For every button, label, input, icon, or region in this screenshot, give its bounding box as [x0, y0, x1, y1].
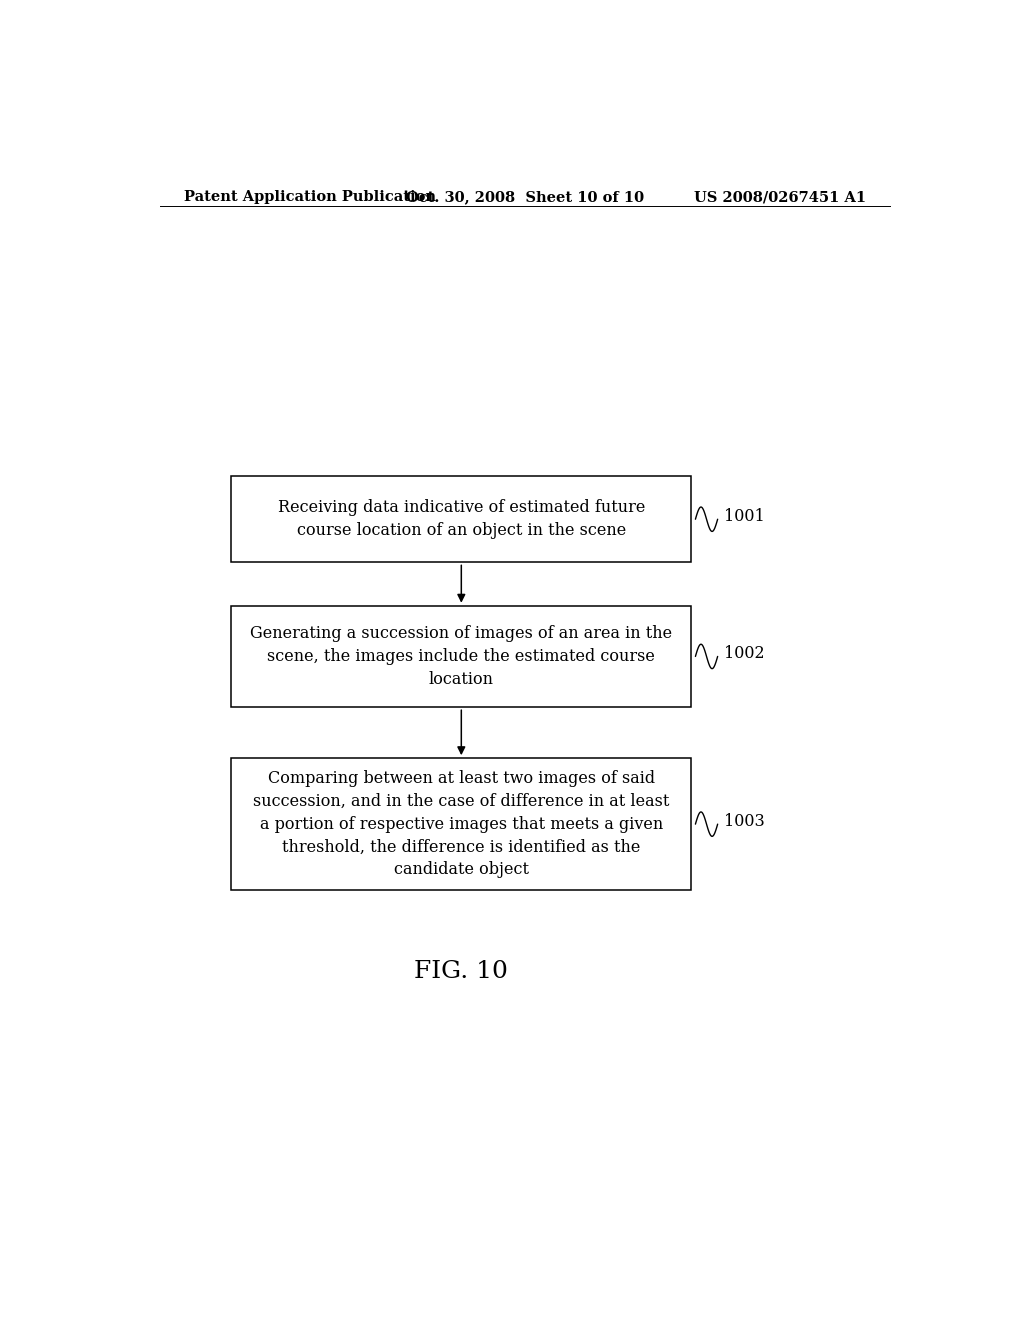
Text: Comparing between at least two images of said
succession, and in the case of dif: Comparing between at least two images of… — [253, 770, 670, 878]
Text: 1002: 1002 — [724, 645, 765, 661]
Text: US 2008/0267451 A1: US 2008/0267451 A1 — [694, 190, 866, 205]
Text: 1001: 1001 — [724, 508, 765, 524]
Text: Generating a succession of images of an area in the
scene, the images include th: Generating a succession of images of an … — [250, 626, 673, 688]
Text: Oct. 30, 2008  Sheet 10 of 10: Oct. 30, 2008 Sheet 10 of 10 — [406, 190, 644, 205]
Bar — [231, 758, 691, 890]
Bar — [231, 477, 691, 562]
Text: 1003: 1003 — [724, 813, 765, 829]
Text: Patent Application Publication: Patent Application Publication — [183, 190, 435, 205]
Bar — [231, 606, 691, 708]
Text: FIG. 10: FIG. 10 — [415, 960, 508, 983]
Text: Receiving data indicative of estimated future
course location of an object in th: Receiving data indicative of estimated f… — [278, 499, 645, 539]
